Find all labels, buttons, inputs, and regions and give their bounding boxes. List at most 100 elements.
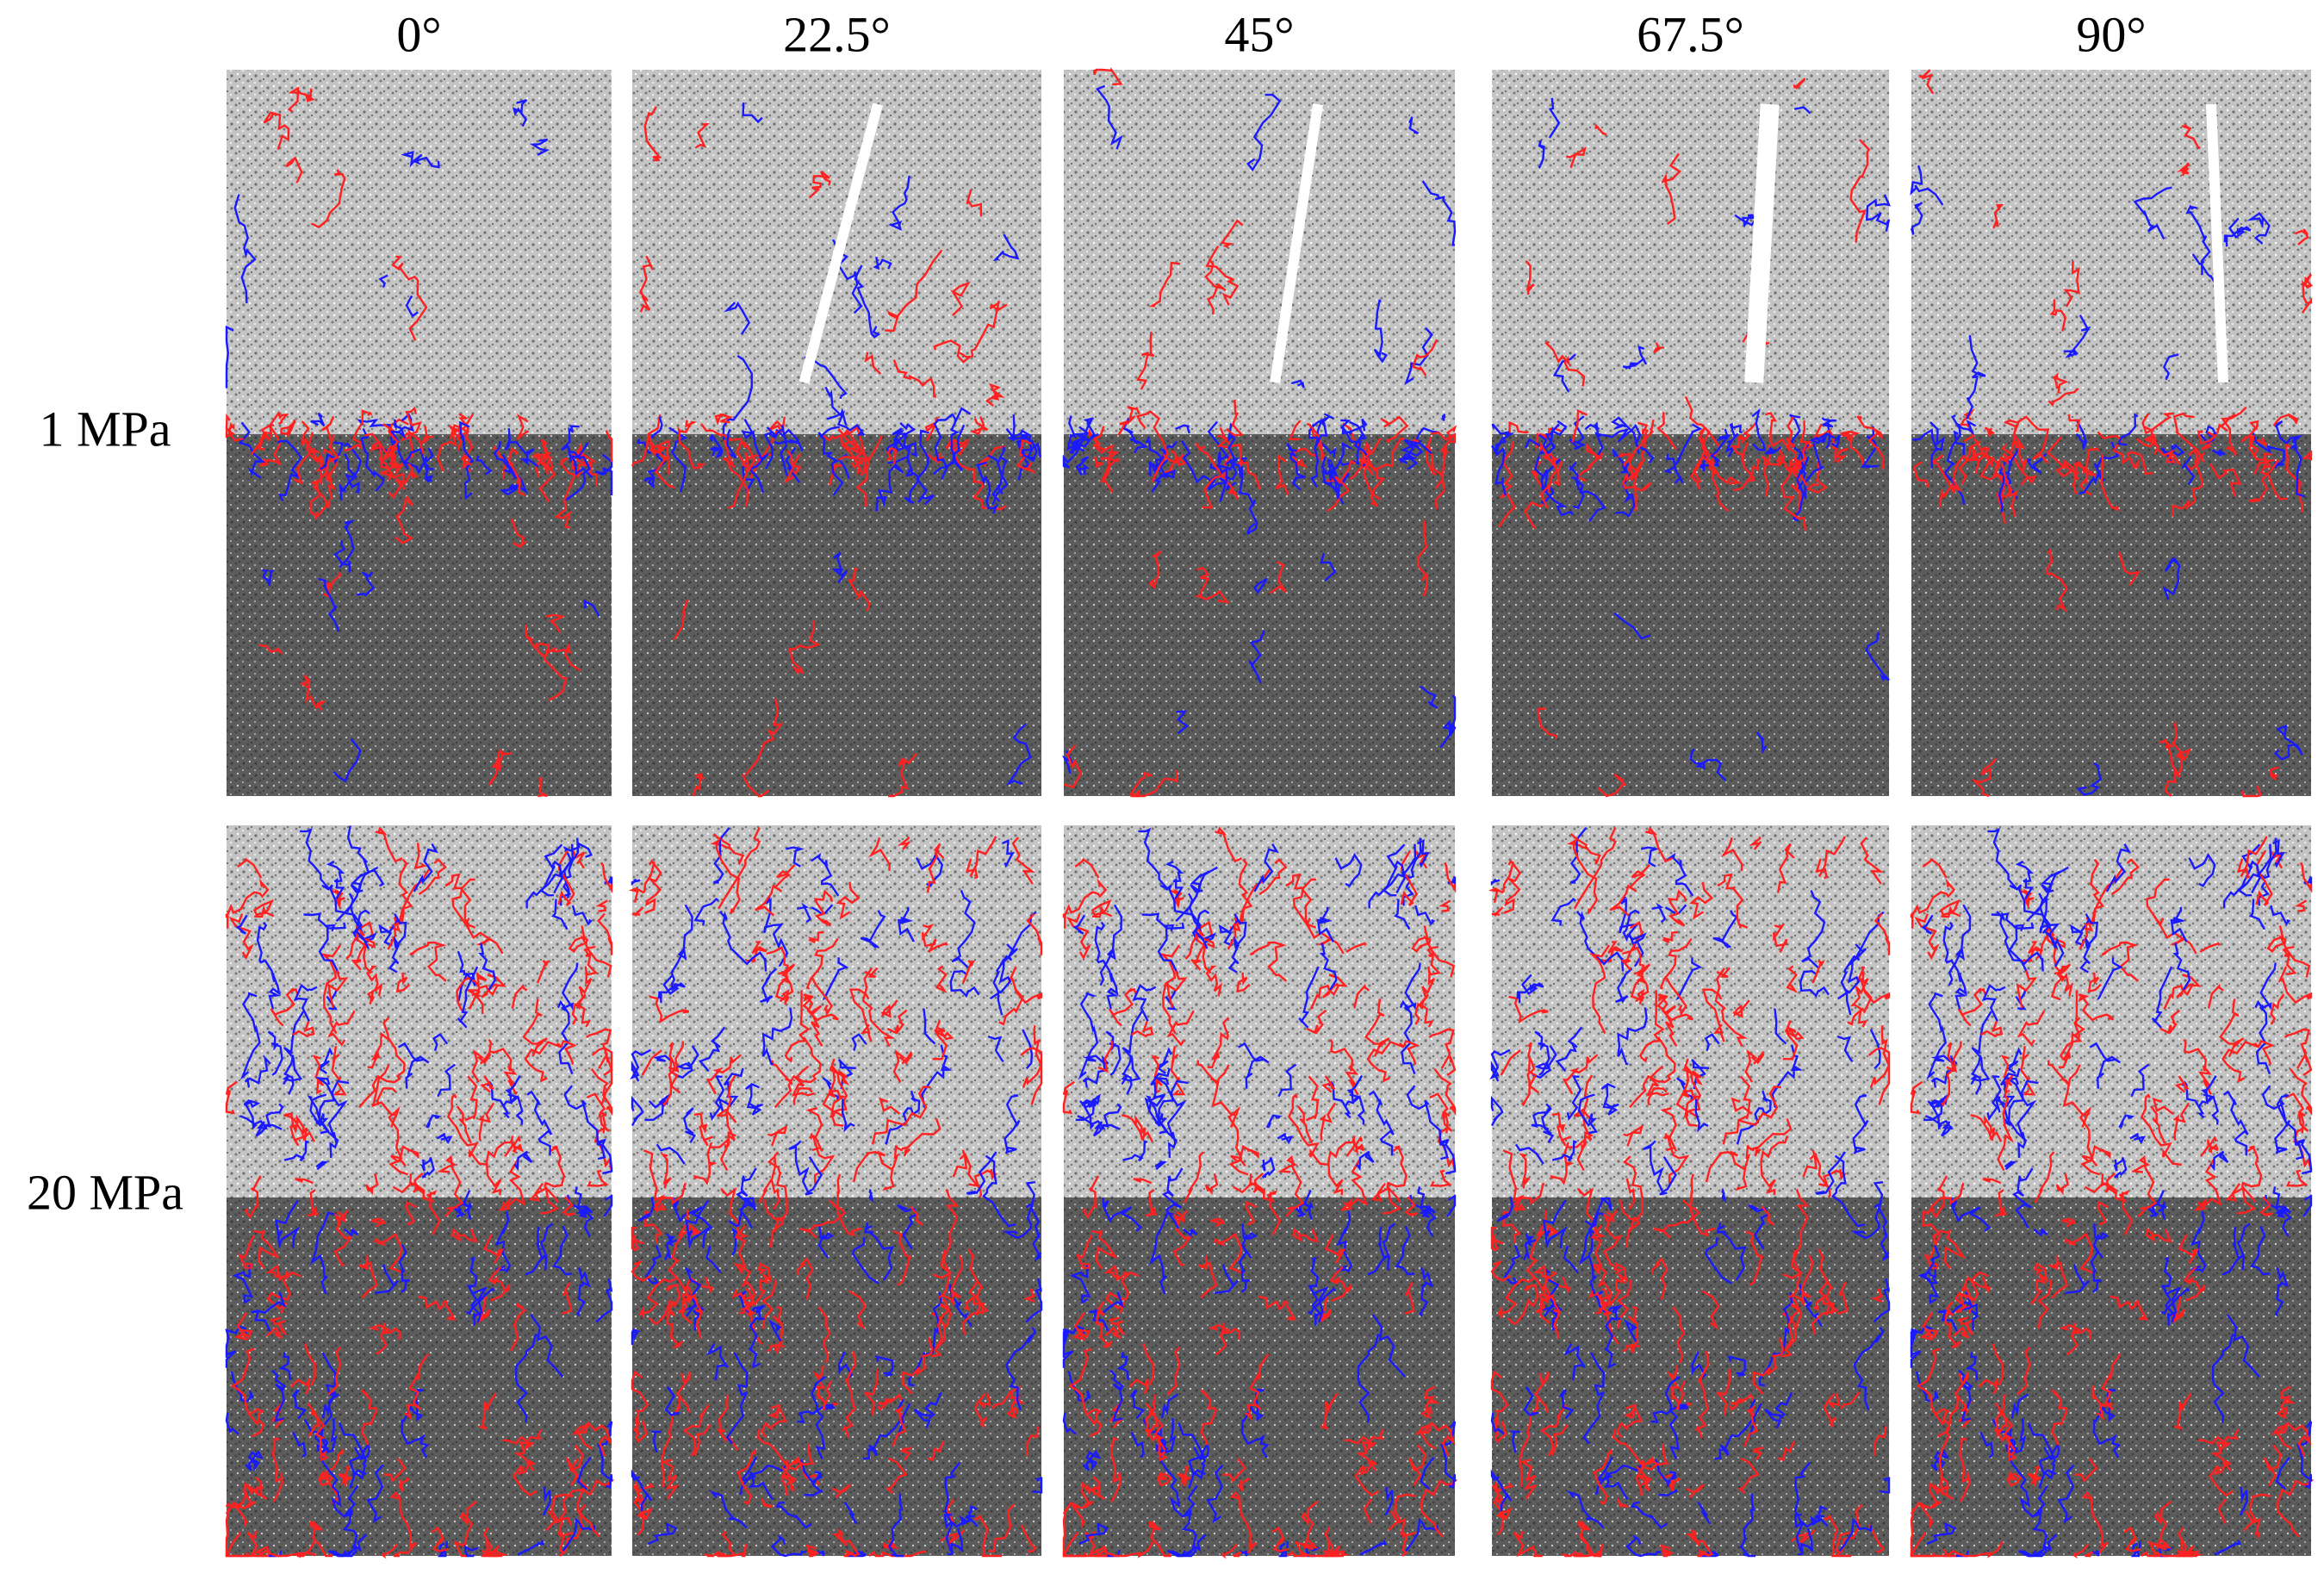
- open-crack: [1744, 103, 1780, 383]
- crack: [1664, 1376, 1681, 1459]
- crack: [1611, 416, 1655, 464]
- crack: [2048, 1255, 2069, 1299]
- crack: [991, 1390, 1012, 1409]
- crack: [559, 457, 583, 476]
- crack: [1743, 1145, 1755, 1169]
- crack: [2026, 870, 2060, 923]
- crack: [1439, 899, 1451, 912]
- crack: [2178, 1234, 2200, 1264]
- crack: [482, 1234, 505, 1264]
- crack: [1660, 1107, 1678, 1152]
- crack: [1873, 1278, 1891, 1323]
- crack: [2063, 260, 2080, 308]
- crack: [1275, 454, 1289, 495]
- crack: [796, 902, 811, 924]
- crack: [271, 1369, 287, 1422]
- crack: [631, 1328, 642, 1345]
- crack: [405, 295, 419, 318]
- crack: [576, 1456, 592, 1490]
- crack: [2188, 852, 2216, 887]
- crack: [395, 463, 419, 491]
- open-crack: [1270, 103, 1324, 383]
- crack: [976, 461, 999, 514]
- panel-upper: [1911, 825, 2311, 1198]
- crack: [2091, 1385, 2113, 1408]
- crack: [879, 1097, 901, 1115]
- crack: [2226, 1314, 2260, 1378]
- crack: [2027, 1422, 2056, 1489]
- crack: [1563, 1343, 1586, 1381]
- crack: [2147, 1199, 2166, 1218]
- crack: [2090, 1243, 2102, 1293]
- crack: [2296, 1138, 2313, 1175]
- crack: [1697, 1501, 1712, 1525]
- crack: [405, 1200, 417, 1226]
- crack: [382, 1458, 407, 1483]
- crack: [1582, 1352, 1606, 1445]
- crack: [1540, 1403, 1568, 1457]
- crack: [2019, 888, 2035, 909]
- crack: [932, 1249, 953, 1279]
- crack: [852, 1152, 870, 1183]
- crack: [2222, 865, 2253, 909]
- crack: [2027, 1465, 2043, 1487]
- crack: [811, 977, 834, 1017]
- crack: [243, 1098, 261, 1130]
- crack: [1787, 1254, 1814, 1308]
- crack: [1032, 1477, 1043, 1494]
- crack: [874, 1355, 894, 1377]
- crack: [1948, 904, 1972, 986]
- crack: [1623, 1124, 1644, 1147]
- crack: [1569, 827, 1588, 884]
- crack: [2100, 454, 2121, 512]
- crack: [720, 1187, 749, 1240]
- crack: [1345, 942, 1367, 953]
- crack: [829, 463, 843, 486]
- crack: [247, 1476, 268, 1501]
- crack: [742, 103, 763, 124]
- crack: [251, 1291, 287, 1332]
- crack: [1159, 944, 1180, 1035]
- crack: [539, 843, 575, 897]
- crack: [1164, 450, 1188, 474]
- crack: [2240, 1145, 2263, 1203]
- crack: [1979, 1431, 1994, 1459]
- crack: [1748, 1204, 1770, 1250]
- crack: [786, 846, 805, 868]
- crack: [1102, 1103, 1122, 1130]
- crack: [1837, 1281, 1849, 1315]
- crack: [1823, 1168, 1847, 1198]
- crack: [1910, 165, 1944, 206]
- crack: [307, 1189, 319, 1217]
- crack: [1953, 430, 1966, 456]
- crack: [943, 1513, 979, 1529]
- crack: [256, 1540, 316, 1558]
- crack: [1527, 1057, 1540, 1094]
- crack: [1025, 1426, 1040, 1456]
- crack: [631, 879, 641, 887]
- crack: [1929, 1098, 1947, 1130]
- crack: [2067, 414, 2081, 432]
- crack: [560, 1040, 577, 1065]
- crack: [965, 1505, 978, 1522]
- crack: [1811, 959, 1825, 984]
- crack: [1503, 1245, 1521, 1285]
- crack: [718, 827, 761, 910]
- crack: [1551, 1112, 1571, 1147]
- crack: [1127, 406, 1140, 420]
- crack: [285, 156, 303, 184]
- crack: [1295, 1200, 1312, 1218]
- crack: [2191, 253, 2220, 289]
- crack: [1987, 827, 2018, 890]
- crack: [1425, 436, 1437, 476]
- crack: [2274, 1094, 2291, 1154]
- crack: [2248, 434, 2271, 469]
- crack: [1737, 1457, 1760, 1494]
- crack: [887, 1493, 904, 1558]
- crack: [656, 1143, 686, 1165]
- crack: [926, 843, 945, 893]
- crack: [2244, 1510, 2261, 1539]
- crack: [1926, 992, 1948, 1080]
- crack: [1856, 415, 1885, 470]
- crack: [643, 106, 662, 162]
